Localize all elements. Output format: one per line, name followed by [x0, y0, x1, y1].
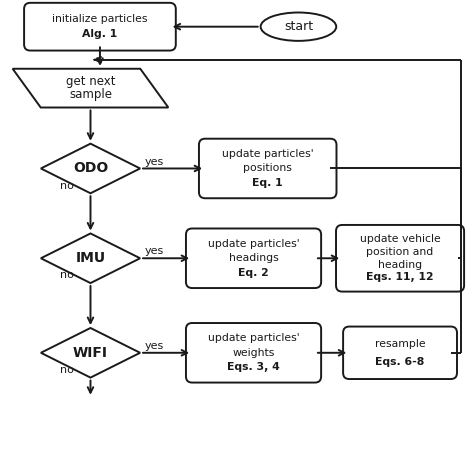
Text: Eq. 2: Eq. 2: [238, 268, 269, 278]
Text: IMU: IMU: [75, 251, 106, 265]
Text: sample: sample: [69, 88, 112, 101]
Text: position and: position and: [366, 247, 434, 257]
Text: yes: yes: [145, 157, 164, 167]
Text: headings: headings: [228, 253, 278, 263]
Text: update particles': update particles': [208, 334, 300, 344]
Text: no: no: [60, 270, 73, 280]
Text: update particles': update particles': [208, 239, 300, 249]
Text: weights: weights: [232, 348, 275, 358]
Polygon shape: [41, 328, 140, 378]
FancyBboxPatch shape: [336, 225, 464, 292]
Text: initialize particles: initialize particles: [52, 14, 148, 24]
Ellipse shape: [261, 12, 336, 41]
FancyBboxPatch shape: [24, 3, 176, 51]
FancyBboxPatch shape: [186, 323, 321, 383]
Text: start: start: [284, 20, 313, 33]
Text: Eqs. 11, 12: Eqs. 11, 12: [366, 272, 434, 282]
Text: heading: heading: [378, 260, 422, 270]
Text: Alg. 1: Alg. 1: [82, 29, 118, 39]
Text: no: no: [60, 365, 73, 375]
FancyBboxPatch shape: [186, 228, 321, 288]
Polygon shape: [13, 69, 168, 108]
Text: WIFI: WIFI: [73, 346, 108, 360]
Text: update vehicle: update vehicle: [360, 234, 440, 244]
Text: Eq. 1: Eq. 1: [253, 178, 283, 188]
Text: yes: yes: [145, 246, 164, 256]
Text: Eqs. 6-8: Eqs. 6-8: [375, 356, 425, 366]
Polygon shape: [41, 144, 140, 193]
Text: resample: resample: [375, 339, 425, 349]
FancyBboxPatch shape: [343, 327, 457, 379]
Text: ODO: ODO: [73, 162, 108, 175]
Text: no: no: [60, 181, 73, 191]
Text: positions: positions: [243, 164, 292, 173]
Text: update particles': update particles': [222, 149, 313, 159]
Text: Eqs. 3, 4: Eqs. 3, 4: [227, 362, 280, 372]
Text: yes: yes: [145, 341, 164, 351]
Polygon shape: [41, 234, 140, 283]
Text: get next: get next: [66, 75, 115, 88]
FancyBboxPatch shape: [199, 139, 337, 198]
